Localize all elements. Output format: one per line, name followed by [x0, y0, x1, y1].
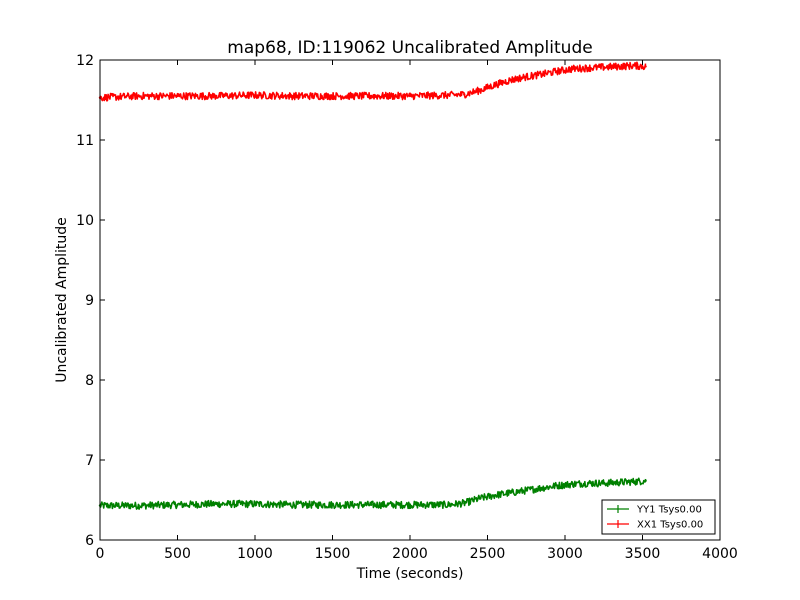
data-point-yy1-tsys0-00 [370, 503, 373, 506]
legend-box [601, 499, 716, 535]
data-point-xx1-tsys0-00 [633, 64, 636, 67]
data-point-yy1-tsys0-00 [137, 504, 140, 507]
x-axis-label: Time (seconds) [356, 566, 464, 582]
data-point-yy1-tsys0-00 [556, 484, 559, 487]
data-point-xx1-tsys0-00 [587, 66, 590, 70]
x-tick-label: 3000 [547, 546, 583, 562]
plot-area [98, 61, 647, 510]
axis-ticks: 0 500 1000 1500 2000 2500 3000 3500 4000 6 7 8 9 10 11… [76, 53, 738, 562]
data-point-yy1-tsys0-00 [525, 489, 528, 492]
chart-title: map68, ID:119062 Uncalibrated Amplitude [227, 38, 592, 58]
data-point-xx1-tsys0-00 [215, 94, 218, 98]
data-point-yy1-tsys0-00 [587, 482, 590, 485]
data-point-xx1-tsys0-00 [331, 94, 334, 98]
data-point-yy1-tsys0-00 [463, 502, 466, 505]
series-band-xx1-tsys0-00 [99, 61, 647, 102]
y-tick-label: 7 [85, 453, 94, 469]
y-tick-label: 10 [76, 213, 94, 229]
data-point-yy1-tsys0-00 [215, 502, 218, 506]
data-point-xx1-tsys0-00 [525, 75, 528, 79]
data-point-yy1-tsys0-00 [408, 503, 412, 506]
x-tick-label: 1500 [315, 546, 351, 562]
data-point-yy1-tsys0-00 [253, 502, 257, 506]
data-point-xx1-tsys0-00 [176, 94, 179, 98]
y-axis-label: Uncalibrated Amplitude [54, 217, 70, 383]
y-tick-label: 9 [85, 293, 94, 309]
data-point-xx1-tsys0-00 [540, 73, 543, 76]
data-point-xx1-tsys0-00 [644, 65, 647, 68]
legend-label-yy1-tsys0-00: YY1 Tsys0.00 [636, 505, 702, 516]
data-point-yy1-tsys0-00 [292, 503, 295, 506]
y-tick-label: 8 [85, 373, 94, 389]
data-point-xx1-tsys0-00 [447, 94, 450, 97]
data-point-xx1-tsys0-00 [494, 83, 497, 87]
x-tick-label: 2000 [392, 546, 428, 562]
data-point-yy1-tsys0-00 [633, 480, 636, 483]
data-point-yy1-tsys0-00 [618, 481, 621, 484]
x-tick-label: 1000 [237, 546, 273, 562]
data-point-yy1-tsys0-00 [540, 486, 543, 490]
data-point-xx1-tsys0-00 [292, 94, 295, 98]
data-point-xx1-tsys0-00 [478, 89, 481, 92]
y-tick-label: 6 [85, 533, 94, 549]
legend-label-xx1-tsys0-00: XX1 Tsys0.00 [637, 520, 703, 531]
data-point-xx1-tsys0-00 [253, 94, 257, 97]
y-tick-label: 12 [76, 53, 94, 69]
data-point-yy1-tsys0-00 [176, 503, 179, 506]
data-point-yy1-tsys0-00 [571, 482, 574, 486]
x-tick-label: 4000 [702, 546, 738, 562]
legend: YY1 Tsys0.00 XX1 Tsys0.00 [601, 499, 716, 535]
data-point-yy1-tsys0-00 [478, 497, 481, 500]
data-point-xx1-tsys0-00 [137, 94, 140, 98]
data-point-xx1-tsys0-00 [556, 70, 559, 73]
data-point-yy1-tsys0-00 [447, 503, 450, 506]
y-tick-label: 11 [76, 133, 94, 149]
data-point-yy1-tsys0-00 [509, 491, 512, 494]
data-point-xx1-tsys0-00 [370, 94, 373, 98]
x-tick-label: 2500 [470, 546, 506, 562]
x-tick-label: 3500 [625, 546, 661, 562]
data-point-yy1-tsys0-00 [644, 479, 647, 482]
x-tick-label: 500 [164, 546, 191, 562]
data-point-xx1-tsys0-00 [571, 67, 574, 71]
data-point-xx1-tsys0-00 [463, 93, 466, 96]
data-point-yy1-tsys0-00 [602, 482, 605, 485]
data-point-yy1-tsys0-00 [331, 503, 334, 506]
data-point-yy1-tsys0-00 [494, 494, 497, 497]
data-point-xx1-tsys0-00 [618, 65, 621, 68]
data-point-xx1-tsys0-00 [509, 78, 512, 82]
series-band-yy1-tsys0-00 [99, 477, 647, 510]
x-tick-label: 0 [96, 546, 105, 562]
data-point-xx1-tsys0-00 [408, 94, 412, 98]
data-point-xx1-tsys0-00 [602, 66, 605, 69]
